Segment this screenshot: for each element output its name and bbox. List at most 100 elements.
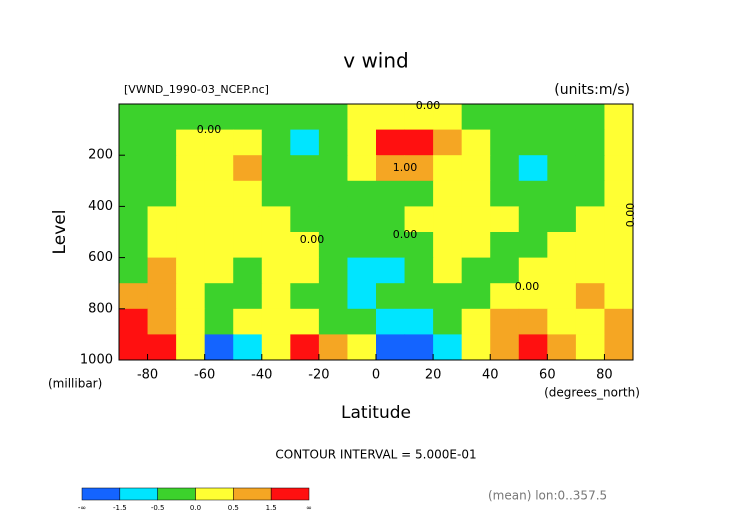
contour-label: 0.00 [416, 99, 441, 112]
chart-title: v wind [343, 49, 408, 73]
contour-cell [347, 155, 377, 182]
contour-cell [575, 104, 605, 131]
contour-cell [604, 334, 634, 361]
contour-cell [233, 206, 263, 233]
contour-cell [461, 283, 491, 310]
colorbar-box [270, 487, 310, 501]
contour-cell [147, 283, 177, 310]
contour-cell [490, 283, 520, 310]
contour-cell [347, 180, 377, 207]
contour-cell [318, 334, 348, 361]
contour-cell [119, 155, 149, 182]
contour-cell [347, 232, 377, 259]
contour-cell [147, 155, 177, 182]
contour-cell [404, 180, 434, 207]
contour-cell [376, 104, 406, 131]
contour-cell [147, 334, 177, 361]
x-tick-label: 20 [425, 368, 442, 383]
x-tick-label: 80 [596, 368, 613, 383]
contour-cell [547, 155, 577, 182]
contour-cell [604, 180, 634, 207]
x-tick-label: -60 [194, 368, 215, 383]
contour-cell [318, 155, 348, 182]
contour-cell [119, 334, 149, 361]
y-tick-label: 400 [88, 199, 113, 214]
contour-cell [261, 180, 291, 207]
contour-cell [604, 232, 634, 259]
contour-cell [233, 257, 263, 284]
contour-label: 0.00 [197, 123, 222, 136]
contour-cell [347, 104, 377, 131]
contour-cell [376, 334, 406, 361]
x-tick-label: 0 [372, 368, 380, 383]
contour-cell [176, 283, 206, 310]
contour-cell [119, 104, 149, 131]
file-label: [VWND_1990-03_NCEP.nc] [124, 83, 269, 96]
contour-cell [119, 257, 149, 284]
contour-cell [518, 104, 548, 131]
contour-cell [547, 206, 577, 233]
contour-cell [290, 257, 320, 284]
colorbar-box [119, 487, 158, 501]
contour-cell [575, 257, 605, 284]
y-tick-label: 800 [88, 301, 113, 316]
contour-cell [575, 129, 605, 156]
contour-cell [518, 129, 548, 156]
contour-cell [176, 155, 206, 182]
colorbar-label: -0.5 [151, 504, 165, 512]
contour-cell [318, 232, 348, 259]
contour-cell [575, 232, 605, 259]
contour-cell [404, 308, 434, 335]
x-axis-title: Latitude [341, 403, 411, 423]
colorbar-label: -1.5 [113, 504, 127, 512]
x-tick-label: 60 [539, 368, 556, 383]
contour-cell [604, 104, 634, 131]
contour-cell [290, 180, 320, 207]
contour-cell [347, 257, 377, 284]
contour-cell [547, 334, 577, 361]
contour-cell [461, 180, 491, 207]
contour-cell [119, 180, 149, 207]
contour-cell [433, 232, 463, 259]
y-tick-label: 600 [88, 250, 113, 265]
contour-cell [490, 155, 520, 182]
contour-cell [461, 104, 491, 131]
y-tick-label: 200 [88, 148, 113, 163]
contour-cell [347, 283, 377, 310]
contour-cell [433, 257, 463, 284]
colorbar-label: 1.5 [266, 504, 277, 512]
contour-cell [376, 155, 406, 182]
contour-cell [147, 180, 177, 207]
contour-cell [233, 180, 263, 207]
contour-cell [518, 180, 548, 207]
contour-cell [233, 155, 263, 182]
contour-cell [147, 257, 177, 284]
contour-cell [119, 206, 149, 233]
contour-cell [404, 104, 434, 131]
contour-cell [318, 308, 348, 335]
contour-cell [433, 180, 463, 207]
colorbar-box [195, 487, 234, 501]
contour-cell [290, 232, 320, 259]
contour-cell [176, 308, 206, 335]
contour-cell [604, 257, 634, 284]
contour-cell [347, 129, 377, 156]
contour-cell [604, 308, 634, 335]
contour-cell [604, 206, 634, 233]
contour-cell [233, 232, 263, 259]
contour-cell [433, 206, 463, 233]
contour-cell [176, 104, 206, 131]
contour-cell [433, 283, 463, 310]
contour-cell [461, 334, 491, 361]
y-tick-label: 1000 [80, 353, 113, 368]
contour-cell [461, 257, 491, 284]
contour-cell [147, 104, 177, 131]
contour-label: 0.00 [300, 233, 325, 246]
contour-cell [404, 155, 434, 182]
contour-cell [461, 308, 491, 335]
contour-cell [404, 232, 434, 259]
contour-cell [376, 232, 406, 259]
contour-cell [261, 129, 291, 156]
colorbar-label: 0.5 [228, 504, 239, 512]
